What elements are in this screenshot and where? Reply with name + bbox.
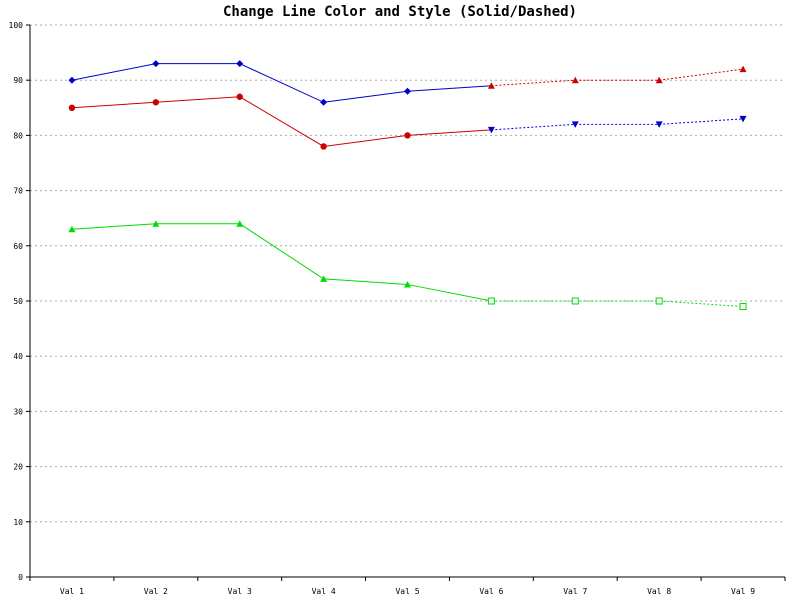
circle-marker — [236, 93, 243, 100]
square-marker — [655, 297, 663, 305]
square-marker — [571, 297, 579, 305]
diamond-marker — [236, 60, 244, 68]
triangle-up-marker — [236, 220, 244, 227]
data-markers — [68, 60, 747, 311]
y-tick-label: 10 — [13, 518, 23, 527]
y-tick-label: 0 — [18, 573, 23, 582]
chart-title: Change Line Color and Style (Solid/Dashe… — [222, 4, 577, 20]
x-tick-label: Val 3 — [228, 587, 252, 596]
circle-marker — [320, 143, 327, 150]
triangle-up-marker — [68, 225, 76, 233]
triangle-up-marker — [571, 76, 579, 84]
triangle-down-marker — [655, 121, 663, 128]
triangle-up-marker — [487, 82, 495, 89]
x-tick-label: Val 9 — [731, 587, 755, 596]
triangle-up-marker — [404, 280, 411, 288]
circle-marker — [68, 104, 76, 112]
y-tick-label: 20 — [13, 463, 23, 472]
grid-lines — [30, 24, 785, 523]
square-marker — [739, 303, 747, 311]
triangle-down-marker — [487, 126, 495, 134]
series-2-dashed-line — [491, 118, 744, 131]
triangle-down-marker — [739, 115, 747, 123]
series-1-dashed-line — [491, 68, 744, 87]
circle-marker — [404, 132, 411, 139]
x-tick-label: Val 7 — [563, 587, 587, 596]
series-2-solid-line — [71, 96, 492, 147]
square-marker — [487, 297, 495, 305]
x-tick-label: Val 5 — [395, 587, 419, 596]
x-tick-label: Val 6 — [479, 587, 503, 596]
y-tick-label: 100 — [9, 21, 24, 30]
series-3-solid-line — [71, 223, 492, 302]
x-tick-label: Val 1 — [60, 587, 84, 596]
y-tick-label: 90 — [13, 76, 23, 85]
y-tick-label: 50 — [13, 297, 23, 306]
series-lines — [71, 63, 744, 308]
diamond-marker — [152, 60, 160, 68]
triangle-down-marker — [571, 121, 579, 128]
series-1-solid-line — [71, 63, 492, 103]
x-tick-label: Val 2 — [144, 587, 168, 596]
axes: 0 10 20 30 40 50 60 70 80 90 100 Val 1 Val 2 Val 3 Val… — [9, 21, 786, 596]
diamond-marker — [320, 98, 328, 106]
y-tick-label: 80 — [13, 131, 23, 140]
triangle-up-marker — [320, 275, 328, 282]
y-tick-label: 60 — [13, 242, 23, 251]
y-tick-label: 30 — [13, 407, 23, 416]
x-tick-label: Val 8 — [647, 587, 671, 596]
diamond-marker — [68, 76, 76, 84]
series-3-dashed-line — [491, 300, 744, 308]
triangle-up-marker — [655, 76, 663, 84]
triangle-up-marker — [739, 65, 747, 73]
x-tick-label: Val 4 — [312, 587, 336, 596]
y-tick-label: 70 — [13, 187, 23, 196]
triangle-up-marker — [152, 220, 160, 227]
circle-marker — [152, 99, 160, 106]
diamond-marker — [404, 87, 411, 95]
y-tick-label: 40 — [13, 352, 23, 361]
